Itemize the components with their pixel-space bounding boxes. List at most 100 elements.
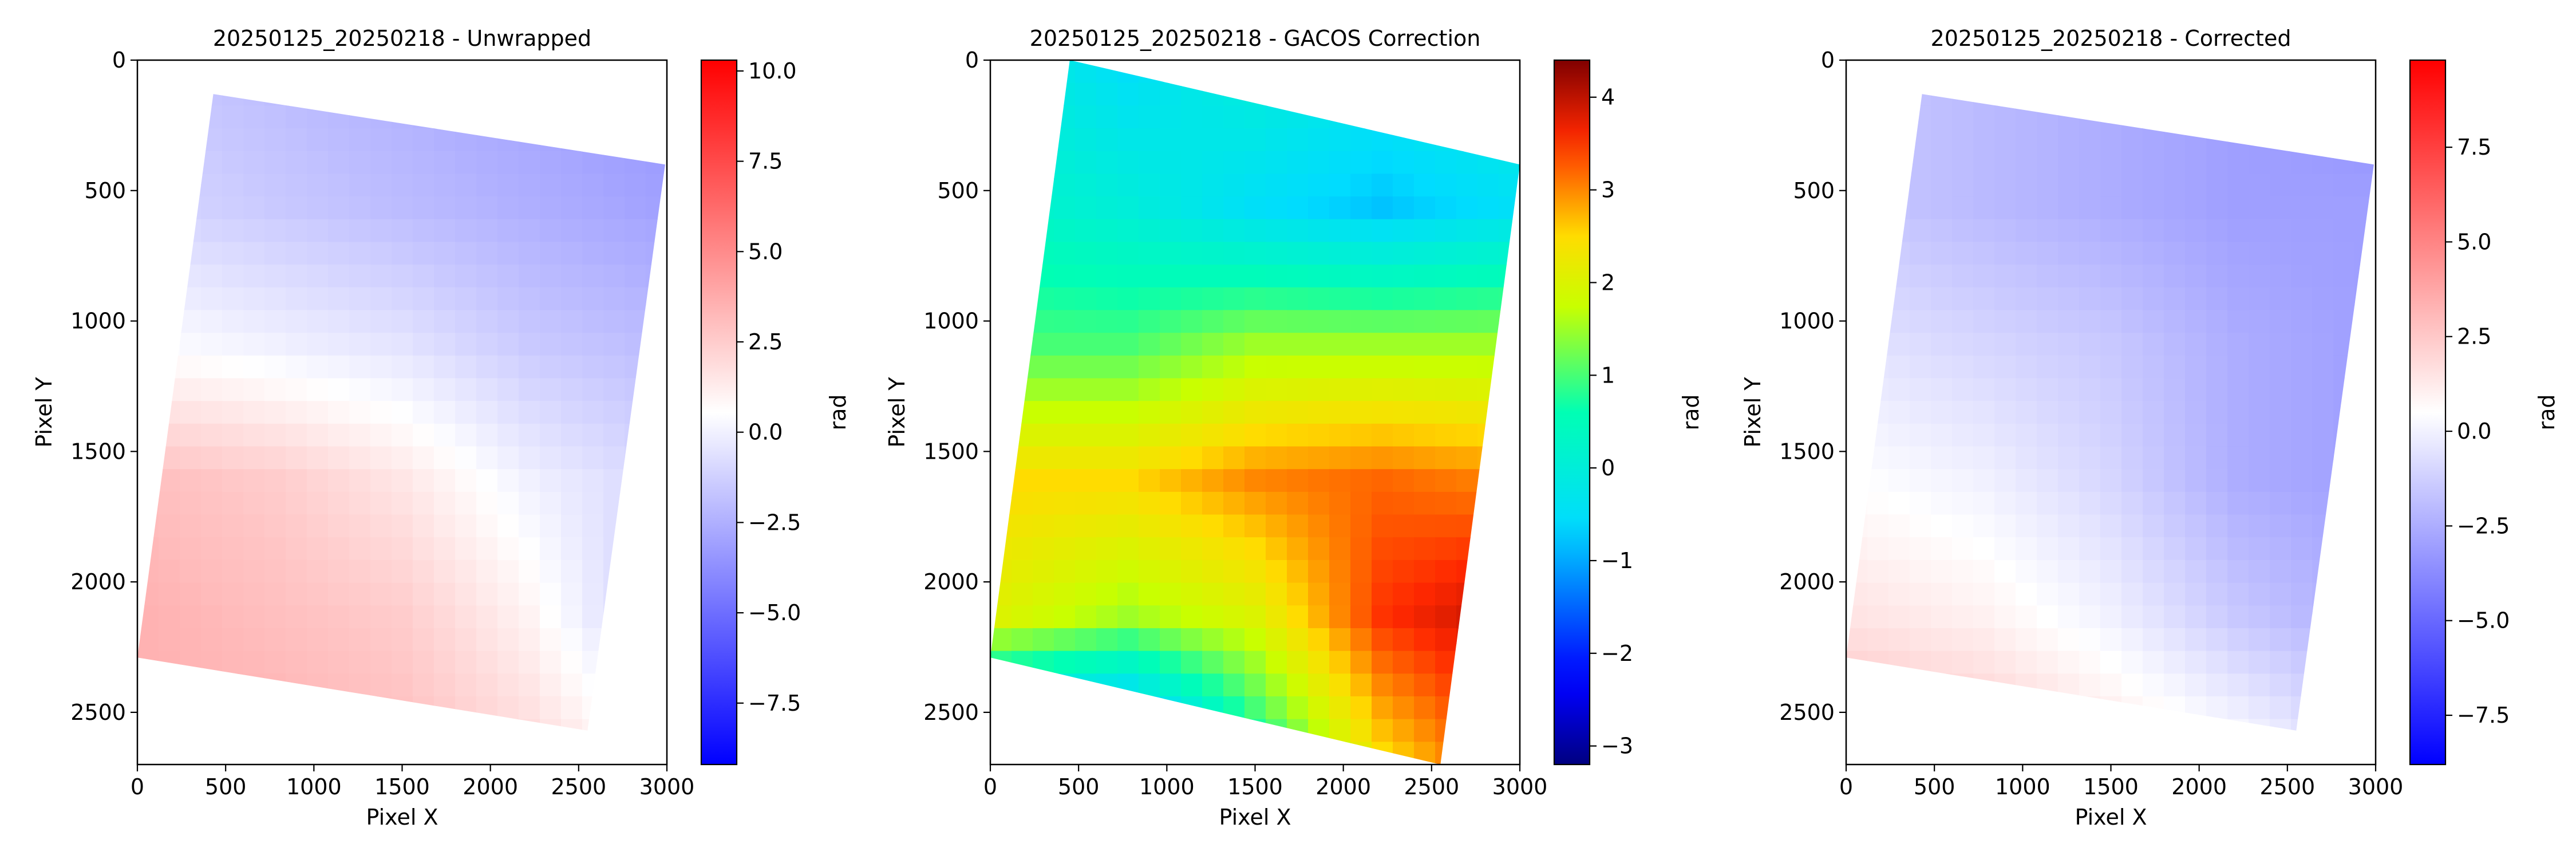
heatmap-cell	[2354, 423, 2374, 447]
heatmap-cell	[1075, 446, 1097, 470]
heatmap-cell	[1456, 469, 1478, 492]
heatmap-cell	[1096, 265, 1118, 288]
heatmap-cell	[434, 559, 456, 584]
heatmap-cell	[2333, 514, 2355, 538]
heatmap-cell	[625, 355, 646, 379]
heatmap-cell	[2354, 651, 2374, 675]
heatmap-cell	[1139, 174, 1160, 197]
heatmap-cell	[1456, 196, 1478, 220]
heatmap-cell	[2354, 446, 2374, 470]
heatmap-cell	[180, 719, 202, 731]
heatmap-cell	[582, 333, 604, 356]
heatmap-cell	[1846, 673, 1868, 697]
heatmap-cell	[2333, 60, 2355, 83]
heatmap-cell	[307, 333, 329, 356]
heatmap-cell	[497, 491, 519, 515]
heatmap-cell	[1075, 742, 1097, 765]
heatmap-cell	[349, 559, 371, 584]
heatmap-cell	[476, 696, 498, 720]
heatmap-cell	[1477, 196, 1499, 220]
heatmap-cell	[1372, 401, 1393, 424]
heatmap-cell	[1329, 537, 1351, 561]
heatmap-cell	[1181, 333, 1203, 356]
heatmap-cell	[2121, 287, 2143, 311]
colorbar-tick-label: 4	[1601, 85, 1615, 110]
heatmap-cell	[1910, 469, 1931, 492]
heatmap-cell	[1329, 491, 1351, 515]
heatmap-cell	[455, 310, 477, 333]
x-axis-label: Pixel X	[2075, 805, 2147, 830]
heatmap-cell	[2058, 265, 2080, 288]
heatmap-cell	[1266, 469, 1287, 492]
heatmap-cell	[2206, 196, 2228, 220]
heatmap-cell	[2100, 196, 2122, 220]
heatmap-cell	[1329, 628, 1351, 652]
heatmap-cell	[201, 559, 223, 584]
heatmap-cell	[2143, 265, 2164, 288]
heatmap-cell	[2333, 378, 2355, 401]
heatmap-field	[1846, 60, 2374, 731]
heatmap-cell	[1202, 219, 1224, 243]
heatmap-cell	[1350, 628, 1372, 652]
heatmap-cell	[2100, 219, 2122, 243]
heatmap-cell	[2333, 219, 2355, 243]
heatmap-cell	[1456, 651, 1478, 675]
heatmap-cell	[2333, 333, 2355, 356]
heatmap-cell	[2206, 696, 2228, 720]
heatmap-cell	[1456, 128, 1478, 152]
heatmap-cell	[2185, 559, 2207, 584]
heatmap-cell	[2185, 446, 2207, 470]
heatmap-cell	[201, 491, 223, 515]
heatmap-cell	[1867, 696, 1889, 720]
heatmap-cell	[1414, 742, 1436, 765]
heatmap-cell	[561, 94, 583, 107]
heatmap-cell	[519, 196, 540, 220]
heatmap-cell	[1160, 651, 1182, 675]
heatmap-cell	[603, 219, 625, 243]
heatmap-cell	[2185, 128, 2207, 152]
heatmap-cell	[1477, 696, 1499, 720]
heatmap-cell	[413, 446, 434, 470]
heatmap-cell	[286, 378, 307, 401]
heatmap-cell	[603, 742, 625, 765]
heatmap-cell	[307, 719, 329, 731]
heatmap-cell	[1033, 128, 1054, 152]
heatmap-cell	[2058, 537, 2080, 561]
heatmap-cell	[307, 537, 329, 561]
heatmap-cell	[1075, 514, 1097, 538]
heatmap-cell	[1266, 378, 1287, 401]
heatmap-cell	[540, 265, 562, 288]
heatmap-cell	[1139, 605, 1160, 629]
heatmap-cell	[1973, 378, 1995, 401]
heatmap-cell	[2100, 469, 2122, 492]
heatmap-cell	[2291, 105, 2313, 129]
heatmap-cell	[1033, 355, 1054, 379]
heatmap-cell	[1117, 719, 1139, 743]
heatmap-cell	[1287, 423, 1309, 447]
heatmap-cell	[349, 355, 371, 379]
heatmap-cell	[370, 673, 392, 697]
heatmap-cell	[1329, 355, 1351, 379]
heatmap-cell	[2291, 60, 2313, 83]
heatmap-cell	[1075, 469, 1097, 492]
heatmap-cell	[159, 673, 180, 697]
heatmap-cell	[370, 605, 392, 629]
heatmap-cell	[1994, 559, 2016, 584]
heatmap-cell	[1846, 423, 1868, 447]
heatmap-cell	[137, 242, 159, 265]
heatmap-cell	[392, 94, 413, 107]
heatmap-cell	[1117, 378, 1139, 401]
heatmap-cell	[137, 696, 159, 720]
heatmap-cell	[2312, 696, 2334, 720]
heatmap-cell	[1244, 378, 1266, 401]
heatmap-cell	[1117, 537, 1139, 561]
heatmap-cell	[1456, 310, 1478, 333]
heatmap-cell	[2354, 559, 2374, 584]
heatmap-cell	[561, 469, 583, 492]
heatmap-cell	[1846, 174, 1868, 197]
heatmap-cell	[2037, 333, 2059, 356]
heatmap-cell	[1202, 582, 1224, 606]
heatmap-cell	[1075, 151, 1097, 175]
heatmap-cell	[603, 401, 625, 424]
heatmap-cell	[2185, 401, 2207, 424]
